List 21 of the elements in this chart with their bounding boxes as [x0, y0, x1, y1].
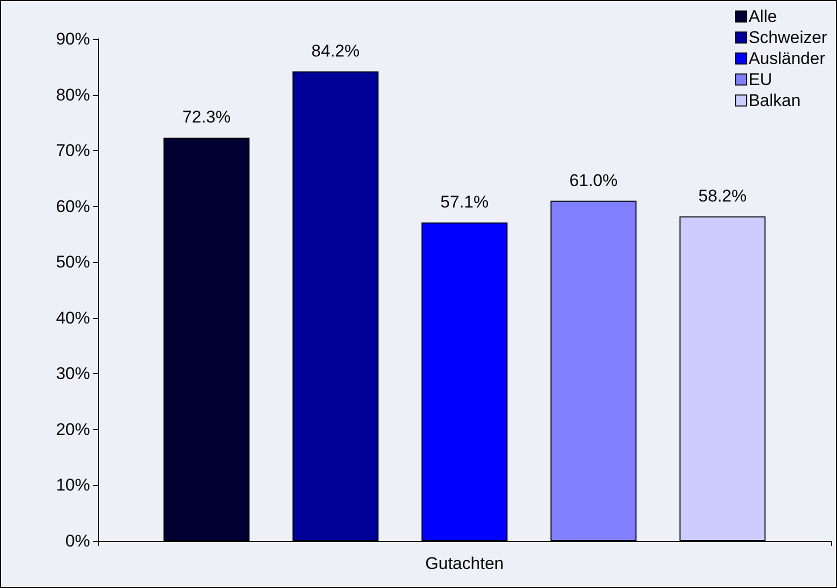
- y-tick-label: 80%: [56, 85, 90, 104]
- data-label: 57.1%: [440, 192, 489, 212]
- y-tick-label: 30%: [56, 364, 90, 384]
- y-tick-label: 40%: [56, 308, 90, 328]
- y-tick-label: 20%: [56, 420, 90, 439]
- x-tick-label: Gutachten: [425, 554, 504, 573]
- y-tick-label: 70%: [56, 141, 90, 160]
- legend-label: Alle: [748, 7, 777, 26]
- legend-label: Balkan: [748, 91, 801, 110]
- y-tick-label: 90%: [56, 30, 90, 48]
- y-tick-label: 0%: [65, 532, 90, 550]
- data-label: 61.0%: [569, 170, 618, 190]
- legend-label: Schweizer: [748, 28, 828, 47]
- data-label: 58.2%: [698, 186, 747, 206]
- legend-label: Ausländer: [748, 49, 826, 68]
- y-tick-label: 10%: [56, 476, 90, 495]
- data-label: 84.2%: [311, 41, 360, 60]
- y-tick-label: 60%: [56, 196, 90, 216]
- data-label: 72.3%: [182, 108, 231, 127]
- y-tick-label: 50%: [56, 252, 90, 272]
- legend-label: EU: [748, 70, 772, 89]
